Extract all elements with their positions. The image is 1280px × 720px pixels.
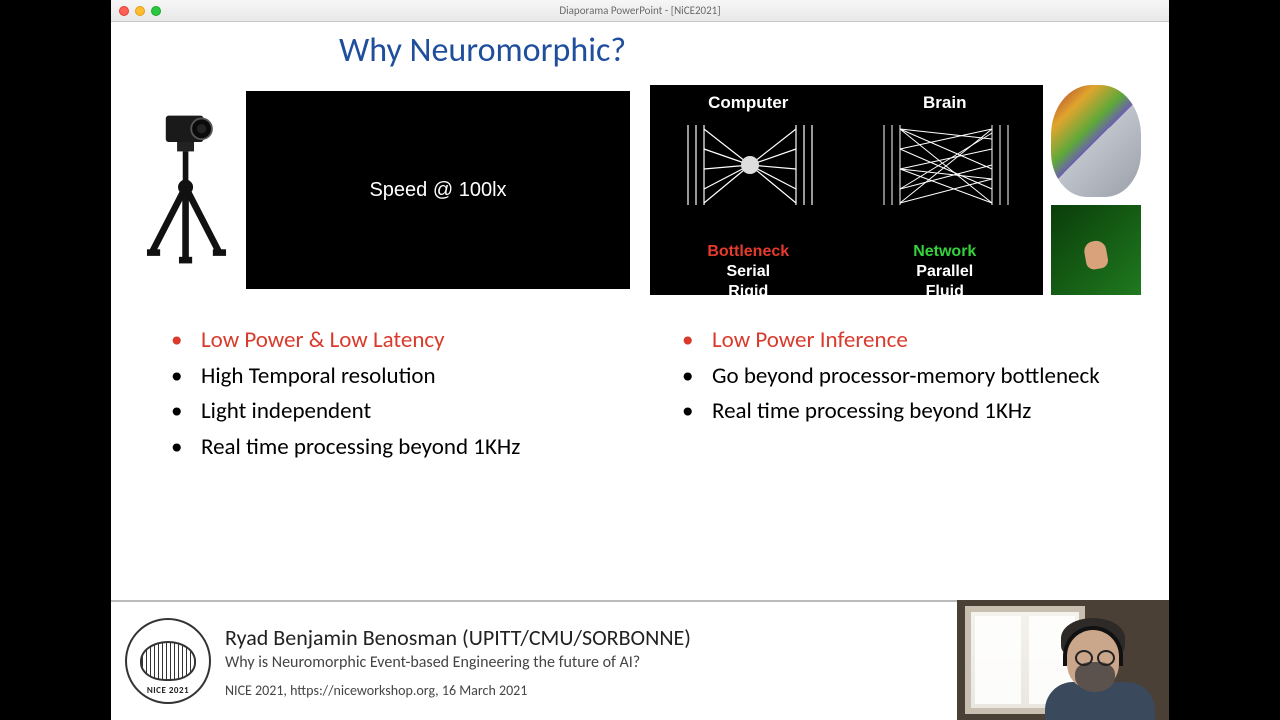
diagram-computer: Computer (650, 85, 847, 295)
speed-video: Speed @ 100lx (246, 91, 630, 289)
diagram-brain-p2: Fluid (847, 283, 1044, 301)
bullet-item: Low Power Inference (712, 323, 1141, 359)
nice-logo-icon: NICE 2021 (125, 618, 211, 704)
bullet-item: Go beyond processor-memory bottleneck (712, 359, 1141, 395)
mac-titlebar: Diaporama PowerPoint - [NiCE2021] (111, 0, 1169, 22)
app-window: Diaporama PowerPoint - [NiCE2021] Why Ne… (111, 0, 1169, 720)
bullet-item: Low Power & Low Latency (201, 323, 630, 359)
diagram-brain: Brain (847, 85, 1044, 295)
brain-image-icon (1051, 85, 1141, 197)
camera-tripod-icon (139, 110, 234, 270)
diagram-brain-label: Brain (847, 93, 1044, 113)
bottleneck-net-icon (670, 119, 830, 211)
right-media: Computer (650, 85, 1141, 295)
diagram-computer-p1: Serial (650, 263, 847, 281)
bullet-item: Light independent (201, 394, 630, 430)
stage: Diaporama PowerPoint - [NiCE2021] Why Ne… (0, 0, 1280, 720)
lower-third: NICE 2021 Ryad Benjamin Benosman (UPITT/… (111, 600, 1169, 720)
bullet-item: Real time processing beyond 1KHz (712, 394, 1141, 430)
presenter-webcam (957, 600, 1169, 720)
columns: Speed @ 100lx Low Power & Low LatencyHig… (139, 85, 1141, 466)
letterbox-right (1169, 0, 1280, 720)
diagram-computer-label: Computer (650, 93, 847, 113)
pcb-finger-image-icon (1051, 205, 1141, 295)
speaker-name: Ryad Benjamin Benosman (UPITT/CMU/SORBON… (225, 624, 691, 651)
letterbox-left (0, 0, 111, 720)
video-caption: Speed @ 100lx (369, 179, 506, 202)
diagram-computer-tag: Bottleneck (650, 243, 847, 261)
left-column: Speed @ 100lx Low Power & Low LatencyHig… (139, 85, 630, 466)
diagram-computer-p2: Rigid (650, 283, 847, 301)
left-bullets: Low Power & Low LatencyHigh Temporal res… (139, 323, 630, 466)
right-column: Computer (650, 85, 1141, 466)
bullet-item: High Temporal resolution (201, 359, 630, 395)
left-media: Speed @ 100lx (139, 85, 630, 295)
diagram-brain-p1: Parallel (847, 263, 1044, 281)
conference-info: NICE 2021, https://niceworkshop.org, 16 … (225, 682, 691, 699)
lower-third-text: Ryad Benjamin Benosman (UPITT/CMU/SORBON… (225, 624, 691, 699)
slide: Why Neuromorphic? (111, 22, 1169, 598)
talk-title: Why is Neuromorphic Event-based Engineer… (225, 653, 691, 672)
window-title: Diaporama PowerPoint - [NiCE2021] (111, 4, 1169, 17)
slide-title: Why Neuromorphic? (339, 30, 1141, 71)
bullet-item: Real time processing beyond 1KHz (201, 430, 630, 466)
side-images (1051, 85, 1141, 295)
diagram-brain-tag: Network (847, 243, 1044, 261)
logo-label: NICE 2021 (147, 685, 189, 696)
computer-vs-brain-diagram: Computer (650, 85, 1043, 295)
network-net-icon (866, 119, 1026, 211)
right-bullets: Low Power InferenceGo beyond processor-m… (650, 323, 1141, 430)
